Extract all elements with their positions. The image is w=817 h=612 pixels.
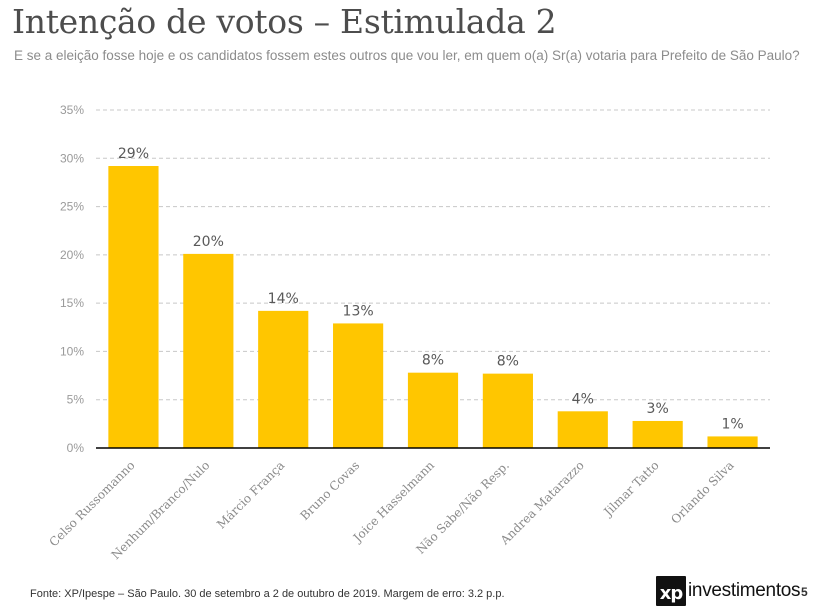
y-tick-label: 15% bbox=[60, 296, 84, 310]
data-labels: 29% 20% 14% 13% 8% 8% 4% 3% 1% bbox=[118, 146, 744, 432]
bar bbox=[333, 323, 384, 448]
x-tick-label: Joice Hasselmann bbox=[349, 458, 437, 546]
bar bbox=[183, 253, 234, 448]
survey-question: E se a eleição fosse hoje e os candidato… bbox=[14, 48, 800, 63]
bar bbox=[108, 166, 159, 449]
y-tick-label: 30% bbox=[60, 151, 84, 165]
data-label: 20% bbox=[193, 234, 224, 250]
data-label: 3% bbox=[647, 401, 669, 417]
page-number: 5 bbox=[801, 585, 808, 599]
bar bbox=[258, 310, 309, 448]
bar bbox=[482, 373, 533, 448]
x-tick-label: Bruno Covas bbox=[297, 458, 362, 523]
y-tick-label: 10% bbox=[60, 344, 84, 358]
bar bbox=[707, 436, 758, 448]
data-label: 29% bbox=[118, 146, 149, 162]
bar bbox=[407, 372, 459, 448]
y-tick-label: 20% bbox=[60, 248, 84, 262]
data-label: 14% bbox=[268, 291, 299, 307]
x-tick-label: Andrea Matarazzo bbox=[497, 458, 587, 548]
source-footnote: Fonte: XP/Ipespe – São Paulo. 30 de sete… bbox=[30, 588, 505, 600]
data-label: 8% bbox=[497, 354, 519, 370]
data-label: 8% bbox=[422, 353, 444, 369]
bars bbox=[108, 166, 758, 449]
bar bbox=[632, 420, 683, 448]
bar bbox=[557, 411, 608, 448]
xp-logo-mark: xp bbox=[656, 576, 686, 606]
x-tick-label: Márcio França bbox=[214, 458, 287, 531]
y-tick-label: 35% bbox=[60, 103, 84, 117]
x-tick-label: Orlando Silva bbox=[668, 458, 736, 526]
data-label: 4% bbox=[572, 391, 594, 407]
y-axis-ticks: 0% 5% 10% 15% 20% 25% 30% 35% bbox=[60, 103, 84, 455]
xp-investimentos-logo: xp investimentos bbox=[656, 576, 801, 606]
y-tick-label: 5% bbox=[67, 393, 85, 407]
logo-wordmark: investimentos bbox=[688, 580, 801, 601]
y-tick-label: 0% bbox=[67, 441, 85, 455]
data-label: 1% bbox=[721, 416, 743, 432]
data-label: 13% bbox=[343, 303, 374, 319]
y-tick-label: 25% bbox=[60, 200, 84, 214]
x-tick-label: Jilmar Tatto bbox=[600, 458, 662, 520]
page-title: Intenção de votos – Estimulada 2 bbox=[12, 2, 557, 41]
